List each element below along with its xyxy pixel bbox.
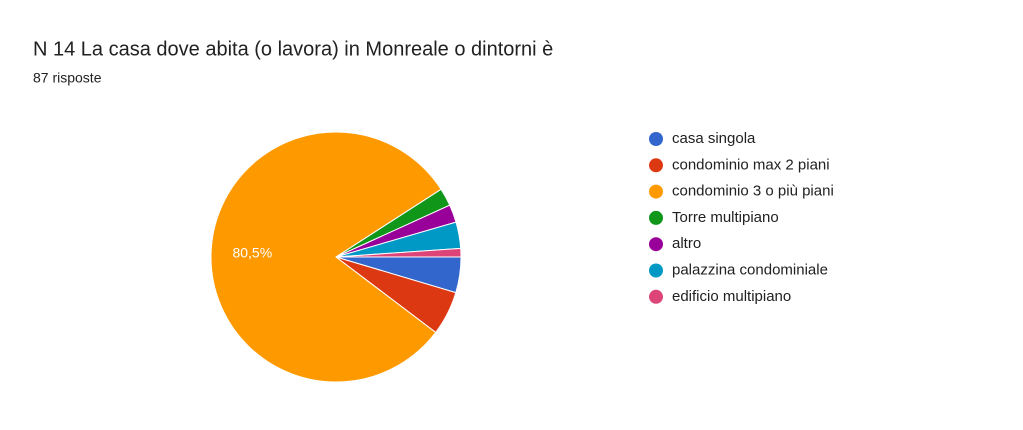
legend-swatch (649, 210, 663, 225)
legend-label: condominio max 2 piani (672, 156, 830, 173)
legend-label: Torre multipiano (672, 209, 779, 226)
legend-swatch (649, 263, 663, 278)
legend-swatch (649, 237, 663, 252)
legend-label: palazzina condominiale (672, 261, 828, 278)
pie-slice (335, 247, 462, 258)
pie-slice (210, 131, 442, 383)
chart-title: N 14 La casa dove abita (o lavora) in Mo… (33, 38, 553, 60)
legend-swatch (649, 184, 663, 199)
legend-label: condominio 3 o più piani (672, 183, 834, 200)
legend-label: edificio multipiano (672, 288, 791, 305)
chart-subtitle: 87 risposte (33, 70, 102, 86)
legend-label: casa singola (672, 130, 756, 147)
slice-label: 80,5% (232, 245, 272, 261)
legend-swatch (649, 132, 663, 146)
legend-swatch (649, 289, 663, 304)
legend-label: altro (672, 235, 701, 252)
legend-swatch (649, 158, 663, 173)
